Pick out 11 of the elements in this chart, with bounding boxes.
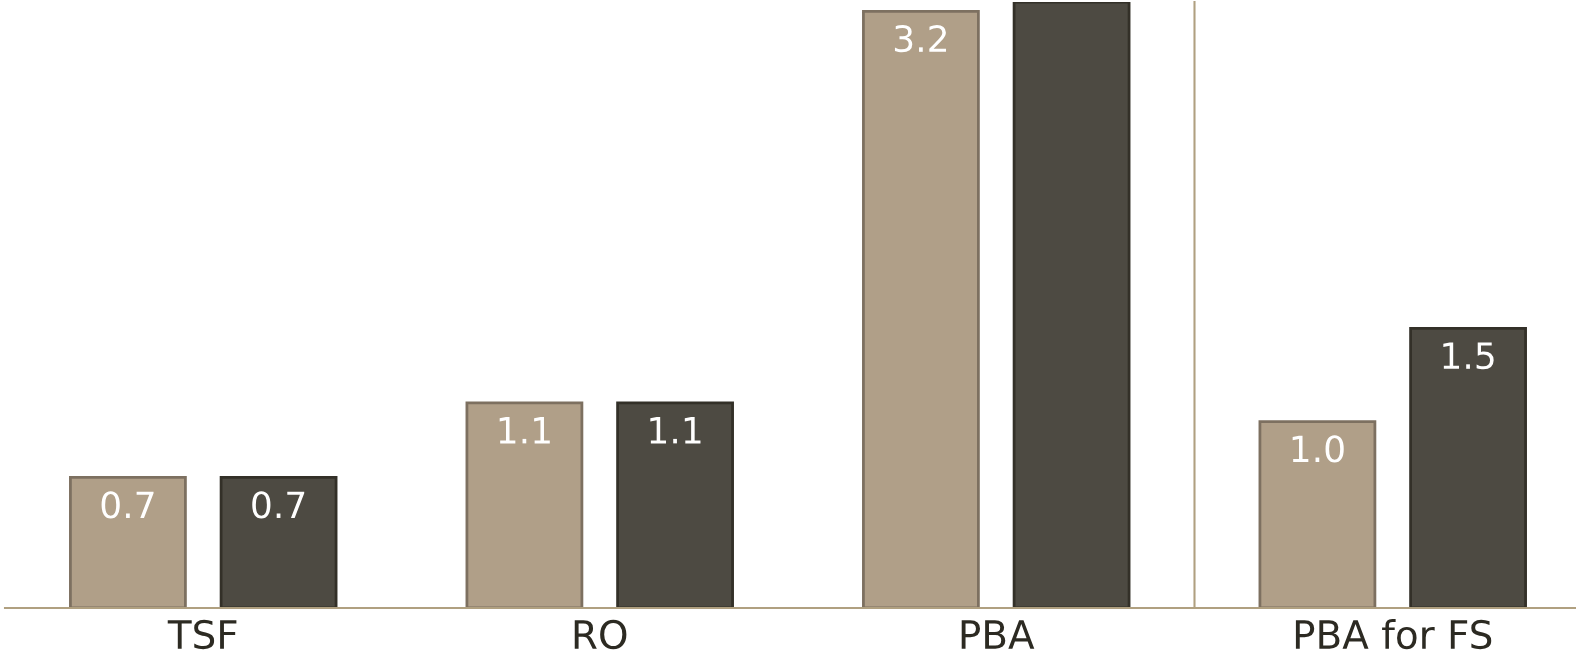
data-label: 1.5 [1443, 342, 1494, 370]
x-tick-label: TSF [167, 619, 237, 650]
data-label: 0.7 [252, 491, 305, 519]
data-label: 1.1 [650, 417, 701, 444]
data-label: 1.0 [1292, 435, 1344, 463]
data-label: 3.2 [894, 25, 947, 53]
data-label: 1.1 [499, 417, 550, 444]
x-tick-label: PBA for FS [1295, 619, 1492, 650]
data-label: 0.7 [101, 491, 154, 519]
x-tick-label: RO [574, 619, 627, 650]
x-tick-label: PBA [961, 620, 1035, 649]
